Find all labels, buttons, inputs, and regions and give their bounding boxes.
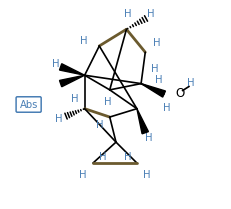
Text: Abs: Abs bbox=[19, 99, 38, 110]
Text: H: H bbox=[143, 170, 150, 180]
Text: H: H bbox=[155, 75, 162, 85]
Text: H: H bbox=[79, 170, 86, 180]
Polygon shape bbox=[59, 75, 84, 87]
Polygon shape bbox=[136, 109, 148, 134]
Text: H: H bbox=[163, 103, 170, 113]
Text: H: H bbox=[70, 94, 78, 104]
FancyBboxPatch shape bbox=[16, 97, 41, 112]
Text: H: H bbox=[150, 64, 158, 74]
Text: H: H bbox=[104, 97, 111, 107]
Text: H: H bbox=[146, 9, 154, 19]
Text: H: H bbox=[80, 36, 88, 46]
Text: H: H bbox=[144, 133, 152, 143]
Text: H: H bbox=[96, 120, 103, 130]
Text: H: H bbox=[123, 152, 131, 162]
Polygon shape bbox=[59, 64, 84, 75]
Polygon shape bbox=[140, 84, 165, 97]
Text: H: H bbox=[123, 9, 131, 19]
Text: H: H bbox=[55, 114, 62, 124]
Text: H: H bbox=[98, 152, 106, 162]
Text: H: H bbox=[52, 59, 59, 69]
Text: O: O bbox=[174, 87, 184, 99]
Text: H: H bbox=[152, 38, 160, 48]
Text: H: H bbox=[187, 78, 194, 88]
